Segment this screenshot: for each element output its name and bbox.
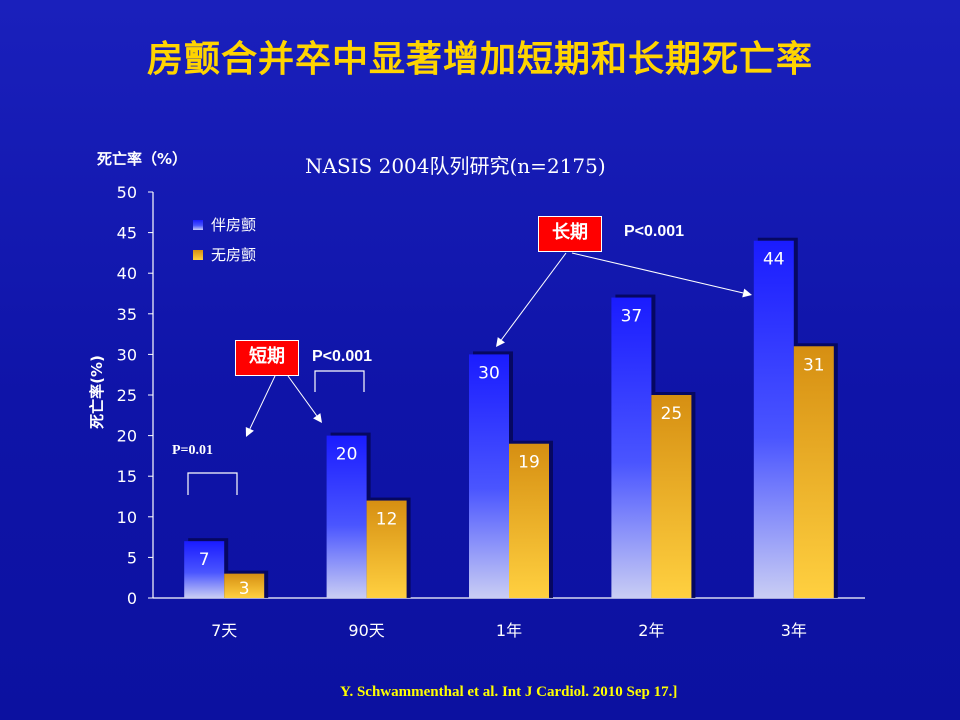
legend-swatch — [193, 220, 203, 230]
y-tick-label: 35 — [117, 305, 137, 324]
long-term-arrow-1y — [496, 252, 567, 347]
seven-day-bracket — [187, 472, 238, 495]
y-tick-label: 50 — [117, 183, 137, 202]
data-label: 37 — [621, 307, 643, 327]
data-label: 31 — [803, 355, 825, 375]
long-term-p-value: P<0.001 — [624, 223, 685, 240]
x-tick-label: 2年 — [638, 621, 664, 640]
bar-without-af — [793, 346, 834, 598]
short-term-p-value: P<0.001 — [312, 348, 373, 365]
y-axis-side-label: 死亡率(%) — [88, 355, 106, 429]
x-tick-label: 7天 — [211, 621, 237, 640]
seven-day-p-value: P=0.01 — [172, 443, 214, 458]
data-label: 20 — [336, 445, 358, 465]
data-label: 7 — [199, 550, 210, 570]
data-label: 25 — [661, 404, 683, 424]
x-tick-label: 90天 — [348, 621, 384, 640]
bar-without-af — [366, 500, 407, 598]
short-term-label: 短期 — [235, 340, 299, 376]
long-term-label: 长期 — [538, 216, 602, 252]
legend-label: 无房颤 — [211, 246, 256, 264]
data-label: 19 — [518, 453, 540, 473]
y-tick-label: 15 — [117, 467, 137, 486]
y-tick-label: 5 — [127, 548, 137, 567]
short-term-arrow-90d — [287, 375, 322, 423]
bar-without-af — [509, 443, 549, 598]
long-term-arrow-3y — [571, 252, 752, 298]
y-axis-top-label: 死亡率（%） — [97, 150, 187, 168]
bar-with-af — [184, 541, 225, 598]
y-tick-label: 25 — [117, 386, 137, 405]
bar-without-af — [651, 395, 692, 598]
bar-with-af — [326, 435, 367, 598]
data-label: 3 — [239, 579, 250, 599]
y-tick-label: 40 — [117, 264, 137, 283]
short-term-bracket — [314, 370, 365, 392]
legend-swatch — [193, 250, 203, 260]
y-tick-label: 10 — [117, 508, 137, 527]
y-tick-label: 45 — [117, 224, 137, 243]
x-tick-label: 3年 — [781, 621, 807, 640]
bar-with-af — [753, 240, 794, 598]
bar-with-af — [611, 297, 652, 598]
citation: Y. Schwammenthal et al. Int J Cardiol. 2… — [340, 684, 678, 700]
data-label: 12 — [376, 510, 398, 530]
y-tick-label: 30 — [117, 345, 137, 364]
bar-with-af — [469, 354, 509, 598]
chart-subtitle: NASIS 2004队列研究(n=2175) — [305, 154, 606, 178]
y-tick-label: 20 — [117, 427, 137, 446]
data-label: 44 — [763, 250, 785, 270]
legend-label: 伴房颤 — [211, 216, 256, 234]
x-tick-label: 1年 — [496, 621, 522, 640]
y-tick-label: 0 — [127, 589, 137, 608]
bar-without-af — [224, 573, 265, 598]
slide-title: 房颤合并卒中显著增加短期和长期死亡率 — [146, 38, 813, 80]
short-term-arrow-7d — [245, 375, 276, 437]
data-label: 30 — [478, 363, 500, 383]
